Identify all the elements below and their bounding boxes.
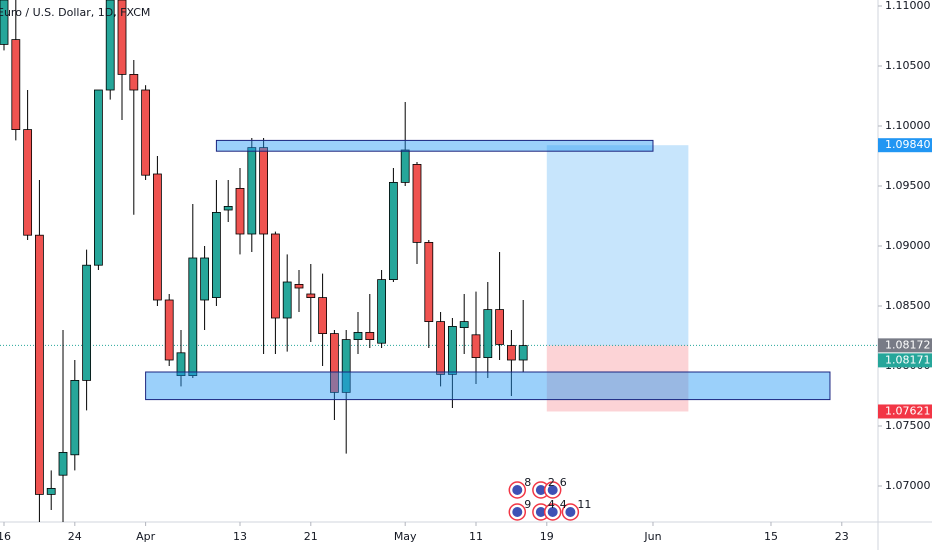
x-tick-label: 24 (68, 530, 82, 543)
candle-body (495, 309, 504, 345)
candle-body (365, 331, 375, 340)
zone (215, 139, 654, 152)
candle-body (329, 333, 339, 393)
candle-body (412, 163, 422, 243)
event-count: 2 (548, 476, 555, 489)
target-zone (546, 145, 689, 346)
event-flag (535, 507, 546, 517)
price-label: 1.08171 (885, 353, 931, 366)
candle-body (483, 309, 493, 359)
y-tick-label: 1.10500 (885, 59, 931, 72)
candle-body (400, 149, 410, 183)
x-tick-label: Apr (136, 530, 156, 543)
candle-body (200, 257, 210, 301)
event-flag (565, 507, 576, 517)
candle-body (23, 129, 33, 236)
candle-body (247, 147, 257, 235)
x-tick-label: 16 (0, 530, 11, 543)
candle-body (153, 173, 162, 301)
candle-body (471, 334, 481, 358)
y-tick-label: 1.09000 (885, 239, 931, 252)
candle-body (282, 281, 292, 319)
candle-body (11, 39, 21, 130)
price-label: 1.08172 (885, 338, 931, 351)
x-tick-label: 13 (233, 530, 247, 543)
x-tick-label: 11 (469, 530, 483, 543)
price-label-box (878, 138, 932, 153)
event-count: 8 (524, 476, 531, 489)
candle-body (306, 293, 316, 298)
candle-body (341, 339, 351, 393)
candle-body (164, 299, 174, 361)
y-tick-label: 1.07500 (885, 419, 931, 432)
candle-body (46, 487, 56, 495)
candle-body (35, 234, 44, 495)
event-flag (547, 507, 558, 517)
candle-body (58, 451, 68, 476)
x-tick-label: May (394, 530, 417, 543)
stop-zone (546, 345, 689, 412)
x-tick-label: Jun (643, 530, 661, 543)
candle-body (506, 345, 516, 361)
candle-body (82, 264, 92, 381)
x-tick-label: 19 (540, 530, 554, 543)
candle-body (318, 297, 327, 335)
candle-body (223, 205, 233, 211)
candle-body (141, 89, 151, 176)
y-tick-label: 1.08500 (885, 299, 931, 312)
event-flag (512, 485, 523, 495)
chart-title: Euro / U.S. Dollar, 1D, FXCM (0, 6, 150, 19)
candle-body (353, 331, 363, 340)
event-count: 4 (548, 498, 555, 511)
event-count: 6 (560, 476, 567, 489)
price-label-box (878, 404, 932, 419)
x-tick-label: 15 (764, 530, 778, 543)
candle-body (212, 211, 221, 298)
candle-body (271, 233, 280, 319)
candle-body (424, 241, 434, 322)
candle-body (0, 0, 9, 45)
candle-body (105, 0, 115, 91)
candle-body (436, 321, 445, 375)
y-tick-label: 1.10000 (885, 119, 931, 132)
plot-area (0, 0, 878, 522)
candle-body (459, 321, 469, 329)
x-tick-label: 21 (304, 530, 318, 543)
x-tick-label: 23 (835, 530, 849, 543)
event-flag (535, 485, 546, 495)
candle-body (447, 325, 457, 375)
y-tick-label: 1.11000 (885, 0, 931, 12)
candle-body (259, 147, 269, 235)
candle-body (235, 187, 245, 235)
price-label: 1.07621 (885, 404, 931, 417)
price-label-box (878, 353, 932, 368)
candle-body (188, 257, 198, 376)
candle-body (377, 279, 386, 344)
candle-body (176, 352, 186, 376)
candle-body (388, 181, 398, 280)
event-count: 11 (577, 498, 591, 511)
event-count: 9 (524, 498, 531, 511)
y-tick-label: 1.07000 (885, 479, 931, 492)
event-count: 4 (560, 498, 567, 511)
candle-body (70, 379, 80, 456)
candle-body (117, 0, 127, 75)
candle-body (129, 74, 139, 91)
price-label: 1.09840 (885, 138, 931, 151)
event-flag (547, 485, 558, 495)
y-tick-label: 1.09500 (885, 179, 931, 192)
candle-body (294, 283, 304, 289)
zone (145, 371, 831, 401)
candle-body (518, 345, 528, 361)
price-label-box (878, 338, 932, 353)
event-flag (512, 507, 523, 517)
candle-body (94, 89, 103, 266)
